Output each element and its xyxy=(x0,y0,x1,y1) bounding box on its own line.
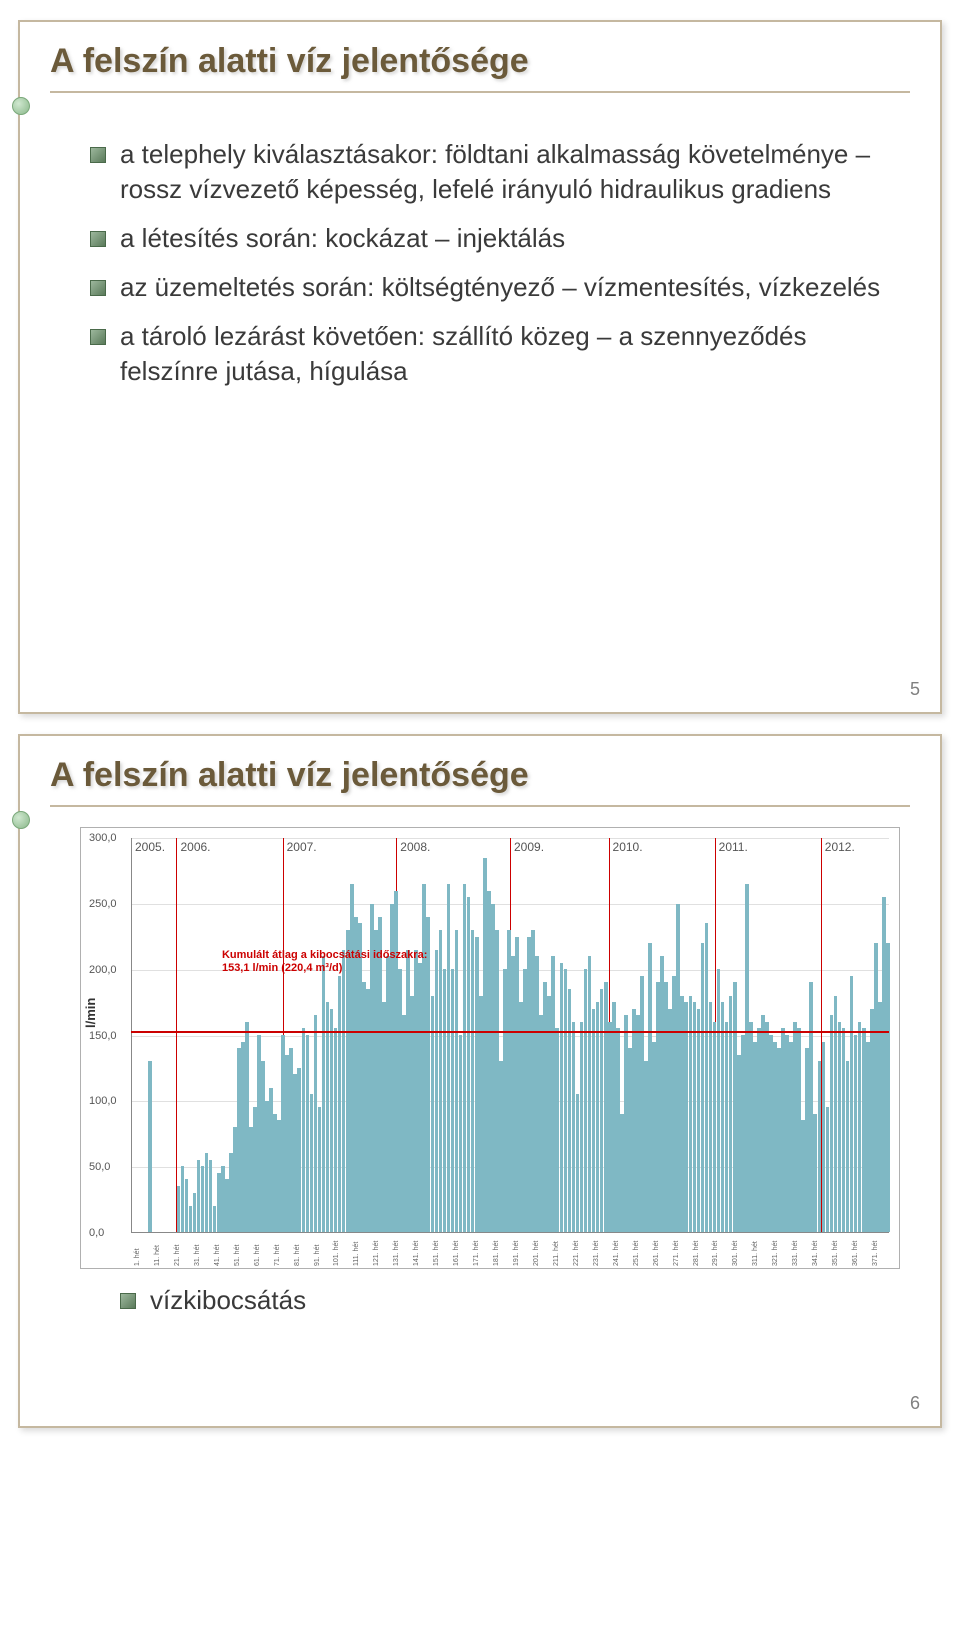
x-tick: 181. hét xyxy=(493,1241,500,1266)
x-tick: 251. hét xyxy=(633,1241,640,1266)
x-tick: 11. hét xyxy=(154,1245,161,1266)
bar xyxy=(148,1061,152,1232)
x-tick: 191. hét xyxy=(513,1241,520,1266)
bullet-item: a létesítés során: kockázat – injektálás xyxy=(90,221,890,256)
x-tick: 41. hét xyxy=(214,1245,221,1266)
x-tick: 81. hét xyxy=(294,1245,301,1266)
slide-1: A felszín alatti víz jelentősége a telep… xyxy=(18,20,942,714)
y-tick: 300,0 xyxy=(89,832,117,844)
plot-area xyxy=(131,838,889,1233)
x-tick: 51. hét xyxy=(234,1245,241,1266)
bottom-bullet: vízkibocsátás xyxy=(120,1285,890,1316)
title-accent-dot xyxy=(12,97,30,115)
x-tick: 111. hét xyxy=(353,1242,360,1266)
x-tick: 261. hét xyxy=(653,1241,660,1266)
x-tick: 31. hét xyxy=(194,1245,201,1266)
x-tick: 21. hét xyxy=(174,1245,181,1266)
y-axis-label: l/min xyxy=(83,998,98,1028)
x-tick: 141. hét xyxy=(413,1241,420,1266)
title-underline xyxy=(50,91,910,93)
y-tick: 150,0 xyxy=(89,1030,117,1042)
x-tick: 231. hét xyxy=(593,1241,600,1266)
x-tick: 271. hét xyxy=(673,1241,680,1266)
x-tick: 151. hét xyxy=(433,1241,440,1266)
mean-annotation: Kumulált átlag a kibocsátási időszakra: … xyxy=(222,949,427,975)
page-number: 6 xyxy=(910,1393,920,1414)
y-tick: 250,0 xyxy=(89,898,117,910)
y-tick: 100,0 xyxy=(89,1095,117,1107)
x-tick: 331. hét xyxy=(792,1241,799,1266)
bar xyxy=(886,943,890,1232)
x-tick: 301. hét xyxy=(732,1241,739,1266)
x-tick: 101. hét xyxy=(333,1241,340,1266)
bullet-item: az üzemeltetés során: költségtényező – v… xyxy=(90,270,890,305)
x-tick: 61. hét xyxy=(254,1245,261,1266)
x-tick: 321. hét xyxy=(772,1241,779,1266)
title-accent-dot xyxy=(12,811,30,829)
x-tick: 241. hét xyxy=(613,1241,620,1266)
annotation-line-2: 153,1 l/min (220,4 m³/d) xyxy=(222,962,342,974)
mean-line xyxy=(131,1031,889,1033)
annotation-line-1: Kumulált átlag a kibocsátási időszakra: xyxy=(222,949,427,961)
x-tick: 221. hét xyxy=(573,1241,580,1266)
x-tick: 201. hét xyxy=(533,1241,540,1266)
x-tick: 131. hét xyxy=(393,1241,400,1266)
bullet-item: a tároló lezárást követően: szállító köz… xyxy=(90,319,890,389)
x-tick: 1. hét xyxy=(134,1248,141,1266)
x-tick: 91. hét xyxy=(314,1245,321,1266)
x-tick: 311. hét xyxy=(752,1241,759,1266)
slide-title: A felszín alatti víz jelentősége xyxy=(20,22,940,91)
x-tick: 171. hét xyxy=(473,1241,480,1266)
slide-title: A felszín alatti víz jelentősége xyxy=(20,736,940,805)
x-tick: 71. hét xyxy=(274,1245,281,1266)
bullet-item: a telephely kiválasztásakor: földtani al… xyxy=(90,137,890,207)
y-tick: 200,0 xyxy=(89,964,117,976)
y-tick: 0,0 xyxy=(89,1227,104,1239)
title-underline xyxy=(50,805,910,807)
x-tick: 161. hét xyxy=(453,1241,460,1266)
x-tick: 211. hét xyxy=(553,1241,560,1266)
bullet-list: a telephely kiválasztásakor: földtani al… xyxy=(20,113,940,414)
x-tick: 361. hét xyxy=(852,1241,859,1266)
discharge-chart: l/min 0,0 50,0 100,0 150,0 200,0 250,0 300,0 2… xyxy=(80,827,900,1269)
x-tick: 371. hét xyxy=(872,1241,879,1266)
x-tick: 121. hét xyxy=(373,1241,380,1266)
x-tick: 351. hét xyxy=(832,1241,839,1266)
slide-2: A felszín alatti víz jelentősége l/min 0… xyxy=(18,734,942,1428)
x-tick: 281. hét xyxy=(693,1241,700,1266)
bar-series xyxy=(132,838,889,1232)
x-tick: 291. hét xyxy=(712,1241,719,1266)
x-tick: 341. hét xyxy=(812,1241,819,1266)
bottom-bullet-wrap: vízkibocsátás xyxy=(20,1279,940,1326)
y-tick: 50,0 xyxy=(89,1161,110,1173)
page-number: 5 xyxy=(910,679,920,700)
